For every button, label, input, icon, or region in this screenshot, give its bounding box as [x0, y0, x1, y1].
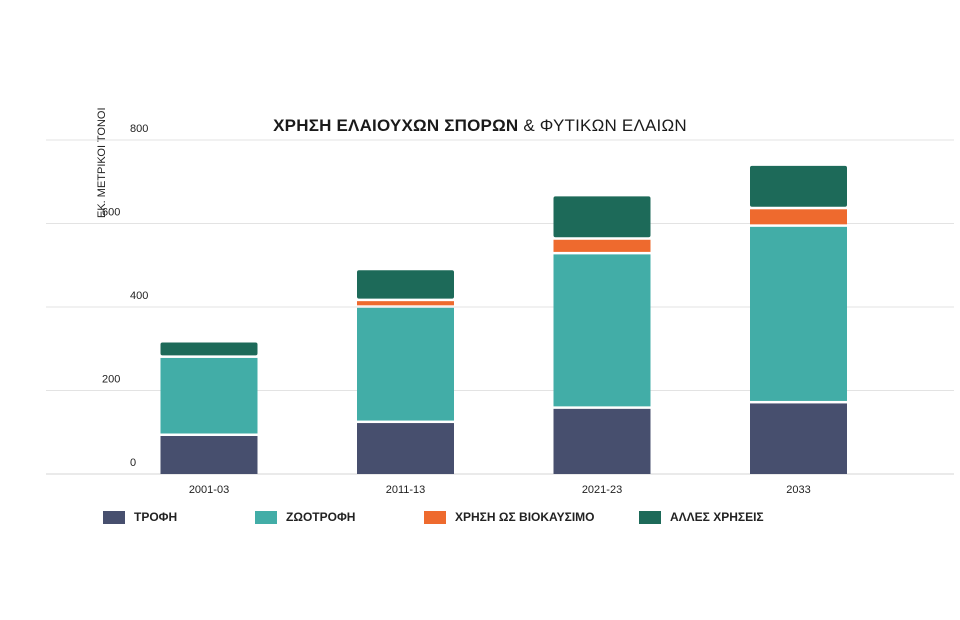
- bar-feed-2021-23: [553, 254, 651, 407]
- legend-item-feed: ΖΩΟΤΡΟΦΗ: [255, 510, 355, 524]
- legend-swatch-feed: [255, 510, 277, 524]
- bar-biofuel-2033: [750, 209, 847, 225]
- y-tick-label-0: 0: [130, 457, 136, 469]
- y-tick-label-200: 200: [102, 374, 120, 386]
- bar-biofuel-2011-13: [357, 301, 454, 306]
- bar-other-uses-2021-23: [553, 196, 651, 238]
- legend-label-other-uses: ΑΛΛΕΣ ΧΡΗΣΕΙΣ: [670, 510, 764, 524]
- bar-other-uses-2011-13: [357, 270, 454, 299]
- legend-item-food: ΤΡΟΦΗ: [103, 510, 177, 524]
- legend-item-biofuel: ΧΡΗΣΗ ΩΣ ΒΙΟΚΑΥΣΙΜΟ: [424, 510, 594, 524]
- legend-swatch-food: [103, 510, 125, 524]
- bar-other-uses-2033: [750, 165, 847, 207]
- legend-label-biofuel: ΧΡΗΣΗ ΩΣ ΒΙΟΚΑΥΣΙΜΟ: [455, 510, 595, 524]
- y-tick-label-600: 600: [102, 207, 120, 219]
- bar-biofuel-2021-23: [553, 239, 651, 252]
- chart-title-bold: ΧΡΗΣΗ ΕΛΑΙΟΥΧΩΝ ΣΠΟΡΩΝ: [273, 116, 519, 135]
- bar-food-2021-23: [553, 408, 651, 474]
- x-tick-label-2021-23: 2021-23: [582, 484, 622, 496]
- legend-item-other-uses: ΑΛΛΕΣ ΧΡΗΣΕΙΣ: [639, 510, 764, 524]
- y-tick-label-400: 400: [130, 290, 148, 302]
- legend-swatch-biofuel: [424, 510, 446, 524]
- bar-food-2001-03: [160, 436, 258, 474]
- bar-feed-2033: [750, 226, 847, 401]
- legend-swatch-other-uses: [639, 510, 661, 524]
- chart-title-rest: & ΦΥΤΙΚΩΝ ΕΛΑΙΩΝ: [523, 116, 687, 135]
- legend: ΤΡΟΦΗ ΖΩΟΤΡΟΦΗ ΧΡΗΣΗ ΩΣ ΒΙΟΚΑΥΣΙΜΟ ΑΛΛΕΣ…: [0, 510, 960, 534]
- bar-feed-2011-13: [357, 307, 454, 421]
- bar-other-uses-2001-03: [160, 342, 258, 356]
- chart-title: ΧΡΗΣΗ ΕΛΑΙΟΥΧΩΝ ΣΠΟΡΩΝ & ΦΥΤΙΚΩΝ ΕΛΑΙΩΝ: [0, 116, 960, 136]
- x-tick-label-2011-13: 2011-13: [386, 484, 426, 496]
- legend-label-feed: ΖΩΟΤΡΟΦΗ: [286, 510, 356, 524]
- x-tick-label-2001-03: 2001-03: [189, 484, 229, 496]
- legend-label-food: ΤΡΟΦΗ: [134, 510, 178, 524]
- y-tick-label-800: 800: [130, 123, 148, 135]
- x-tick-label-2033: 2033: [786, 484, 810, 496]
- bar-food-2011-13: [357, 423, 454, 474]
- bar-feed-2001-03: [160, 357, 258, 434]
- bar-food-2033: [750, 403, 847, 474]
